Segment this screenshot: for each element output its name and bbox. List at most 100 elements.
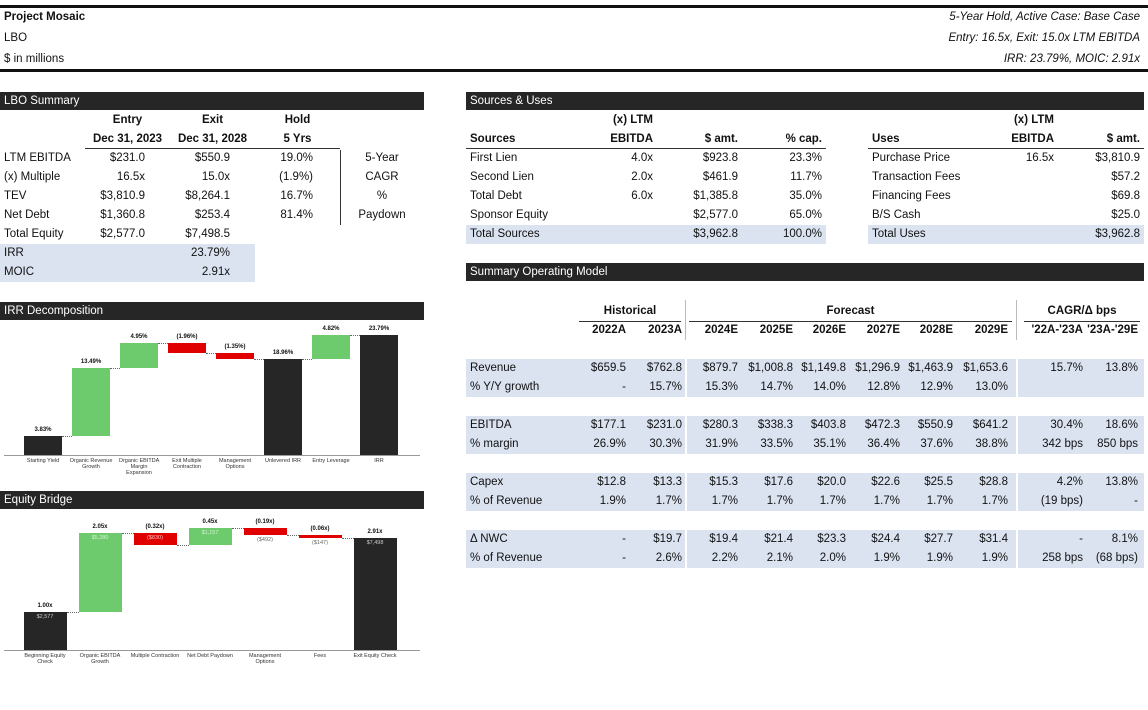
bar bbox=[78, 532, 122, 612]
cell: $3,810.9 bbox=[100, 190, 145, 202]
connector bbox=[231, 528, 244, 529]
cell: 38.8% bbox=[975, 438, 1008, 450]
cell: $2,577.0 bbox=[693, 209, 738, 221]
cell: $923.8 bbox=[702, 152, 738, 164]
cell: 342 bps bbox=[1042, 438, 1083, 450]
rule bbox=[4, 455, 420, 456]
rule bbox=[0, 69, 1148, 72]
cell: '23A-'29E bbox=[1087, 324, 1138, 336]
cell: $25.5 bbox=[924, 476, 953, 488]
connector bbox=[158, 342, 168, 344]
cell: $22.6 bbox=[871, 476, 900, 488]
bar bbox=[353, 538, 397, 650]
cell: 15.0x bbox=[201, 171, 230, 183]
cell: $472.3 bbox=[864, 419, 900, 431]
connector bbox=[206, 352, 216, 354]
value-label: (1.96%) bbox=[176, 333, 198, 340]
cell: 1.9% bbox=[599, 495, 626, 507]
cell: 36.4% bbox=[867, 438, 900, 450]
bar bbox=[216, 352, 254, 360]
category-label: Organic Revenue Growth bbox=[69, 458, 113, 470]
value-label: ($147) bbox=[312, 539, 328, 546]
cell: $12.8 bbox=[597, 476, 626, 488]
connector bbox=[110, 367, 120, 369]
category-label: Unlevered IRR bbox=[264, 458, 302, 464]
cell: (x) LTM bbox=[1013, 114, 1054, 126]
cell: 850 bps bbox=[1097, 438, 1138, 450]
section-header: Equity Bridge bbox=[0, 491, 424, 509]
cell: $27.7 bbox=[924, 533, 953, 545]
row-shade bbox=[466, 416, 1144, 435]
cell: 81.4% bbox=[280, 209, 313, 221]
bar bbox=[133, 532, 177, 546]
row-shade bbox=[466, 549, 1144, 568]
bar bbox=[298, 535, 342, 538]
rule bbox=[685, 300, 686, 340]
bar bbox=[72, 367, 110, 436]
cell: $19.7 bbox=[653, 533, 682, 545]
value-label: 2.91x bbox=[367, 529, 383, 536]
cell: B/S Cash bbox=[872, 209, 921, 221]
cell: 31.9% bbox=[705, 438, 738, 450]
category-label: Net Debt Paydown bbox=[187, 653, 233, 659]
cell: Capex bbox=[470, 476, 504, 488]
cell: (x) LTM bbox=[612, 114, 653, 126]
connector bbox=[66, 611, 79, 613]
cell: (19 bps) bbox=[1040, 495, 1083, 507]
cell: % Y/Y growth bbox=[470, 381, 540, 393]
cell: 16.5x bbox=[116, 171, 145, 183]
rule bbox=[689, 321, 1012, 322]
cell: 6.0x bbox=[631, 190, 653, 202]
cell: $ amt. bbox=[1106, 133, 1140, 145]
value-label: 23.79% bbox=[368, 326, 390, 332]
cell: $28.8 bbox=[979, 476, 1008, 488]
value-label: (0.19x) bbox=[255, 519, 275, 525]
cell: Total Uses bbox=[872, 228, 926, 240]
rule bbox=[85, 148, 340, 149]
bar bbox=[360, 335, 398, 455]
cell: $21.4 bbox=[764, 533, 793, 545]
cell: 1.9% bbox=[873, 552, 900, 564]
cell: 1.7% bbox=[711, 495, 738, 507]
cell: 2025E bbox=[759, 324, 793, 336]
cell: Sponsor Equity bbox=[470, 209, 548, 221]
cell: $338.3 bbox=[757, 419, 793, 431]
cell: 13.8% bbox=[1105, 476, 1138, 488]
cell: 2.6% bbox=[655, 552, 682, 564]
cell: % bbox=[376, 190, 388, 202]
cell: Total Debt bbox=[470, 190, 522, 202]
bar bbox=[188, 528, 232, 546]
row-shade bbox=[466, 378, 1144, 397]
cell: 15.3% bbox=[705, 381, 738, 393]
cell: 2.0% bbox=[819, 552, 846, 564]
cell: $1,653.6 bbox=[963, 362, 1008, 374]
cell: 37.6% bbox=[920, 438, 953, 450]
cell: Exit bbox=[201, 114, 224, 126]
project-title: Project Mosaic bbox=[4, 11, 86, 23]
cell: - bbox=[1079, 533, 1083, 545]
cell: Historical bbox=[603, 305, 657, 317]
cell: 2028E bbox=[919, 324, 953, 336]
bar bbox=[23, 611, 67, 650]
cell: 1.7% bbox=[981, 495, 1008, 507]
cell: 16.7% bbox=[280, 190, 313, 202]
cell: Total Sources bbox=[470, 228, 540, 240]
cell: 4.0x bbox=[631, 152, 653, 164]
cell: 30.3% bbox=[649, 438, 682, 450]
category-label: Beginning Equity Check bbox=[24, 653, 66, 665]
cell: (x) Multiple bbox=[4, 171, 61, 183]
cell: $231.0 bbox=[109, 152, 145, 164]
connector bbox=[121, 532, 134, 534]
row-shade bbox=[466, 492, 1144, 511]
cell: Total Equity bbox=[4, 228, 64, 240]
value-label: (0.06x) bbox=[310, 526, 330, 533]
value-label: $1,157 bbox=[201, 530, 219, 536]
cell: $2,577.0 bbox=[100, 228, 145, 240]
cell: MOIC bbox=[4, 266, 35, 278]
cell: 1.7% bbox=[766, 495, 793, 507]
cell: 4.2% bbox=[1056, 476, 1083, 488]
cell: (1.9%) bbox=[279, 171, 313, 183]
cell: Net Debt bbox=[4, 209, 50, 221]
cell: 23.79% bbox=[190, 247, 230, 259]
